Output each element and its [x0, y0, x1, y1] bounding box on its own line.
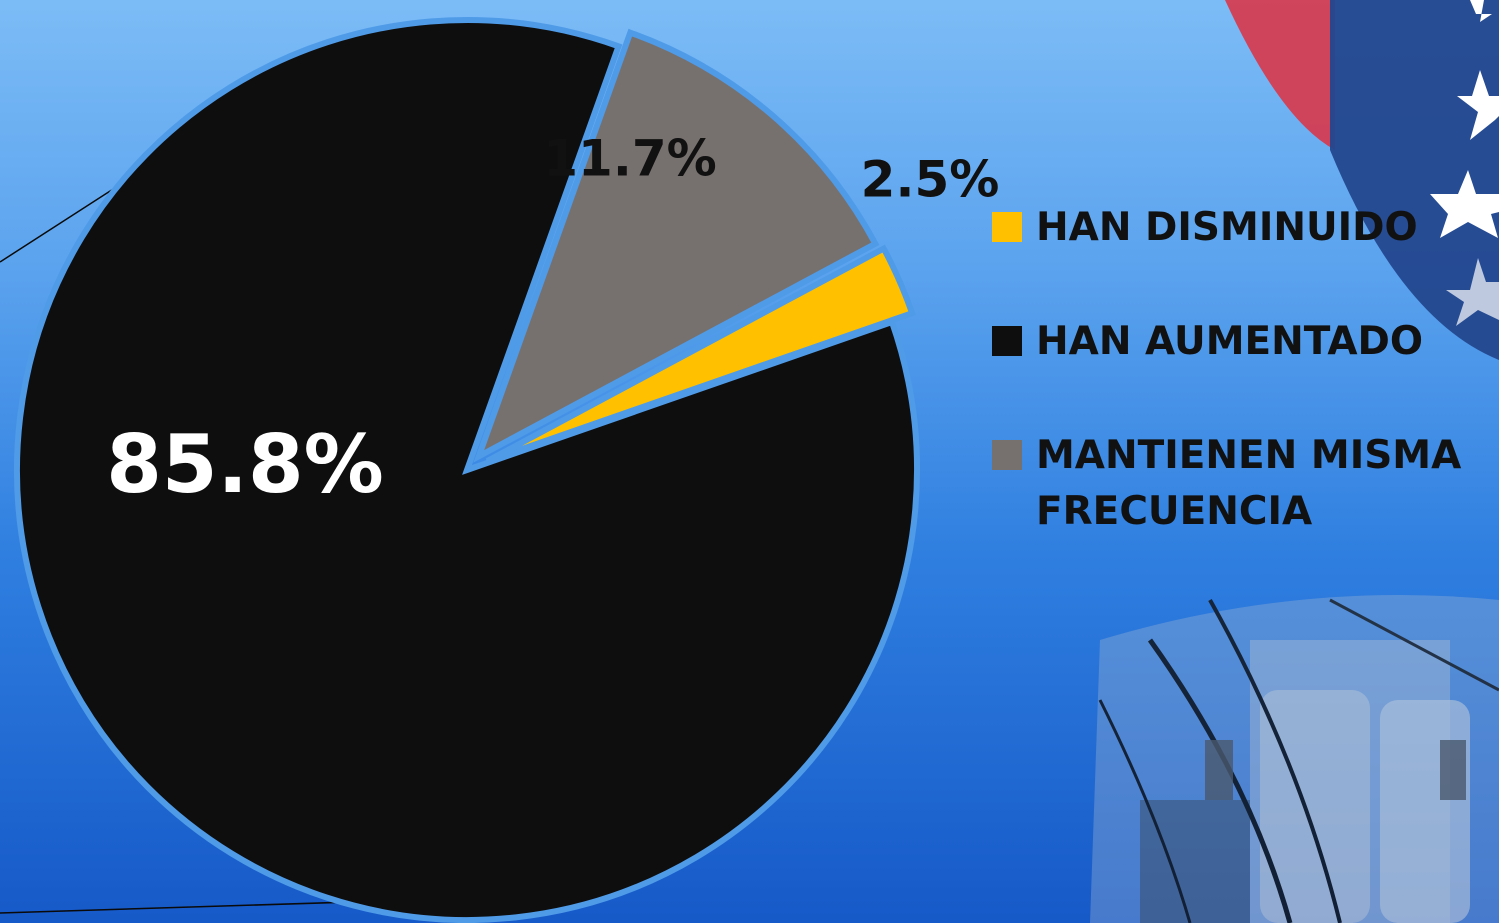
flag-decoration: [1225, 0, 1499, 360]
pie-slice-han-disminuido: [485, 244, 916, 464]
pie-slice-han-aumentado: [14, 17, 920, 923]
data-label-mantienen-misma-frecuencia: 11.7%: [543, 130, 716, 188]
legend-label: HAN DISMINUIDO: [1036, 205, 1418, 250]
legend-label: MANTIENEN MISMA FRECUENCIA: [1036, 433, 1462, 534]
pie-slice-mantienen-misma-frecuencia: [473, 28, 880, 463]
star-icon: [1430, 0, 1499, 326]
data-label-han-aumentado: 85.8%: [106, 418, 384, 511]
legend-item: HAN DISMINUIDO: [992, 200, 1492, 256]
chart-legend: HAN DISMINUIDO HAN AUMENTADO MANTIENEN MIS…: [992, 200, 1492, 598]
legend-swatch: [992, 440, 1022, 470]
legend-swatch: [992, 326, 1022, 356]
data-label-han-disminuido: 2.5%: [861, 151, 1000, 209]
legend-swatch: [992, 212, 1022, 242]
power-transformer-photo: [1090, 595, 1499, 923]
legend-item: MANTIENEN MISMA FRECUENCIA: [992, 428, 1492, 540]
legend-item: HAN AUMENTADO: [992, 314, 1492, 370]
legend-label: HAN AUMENTADO: [1036, 319, 1424, 364]
